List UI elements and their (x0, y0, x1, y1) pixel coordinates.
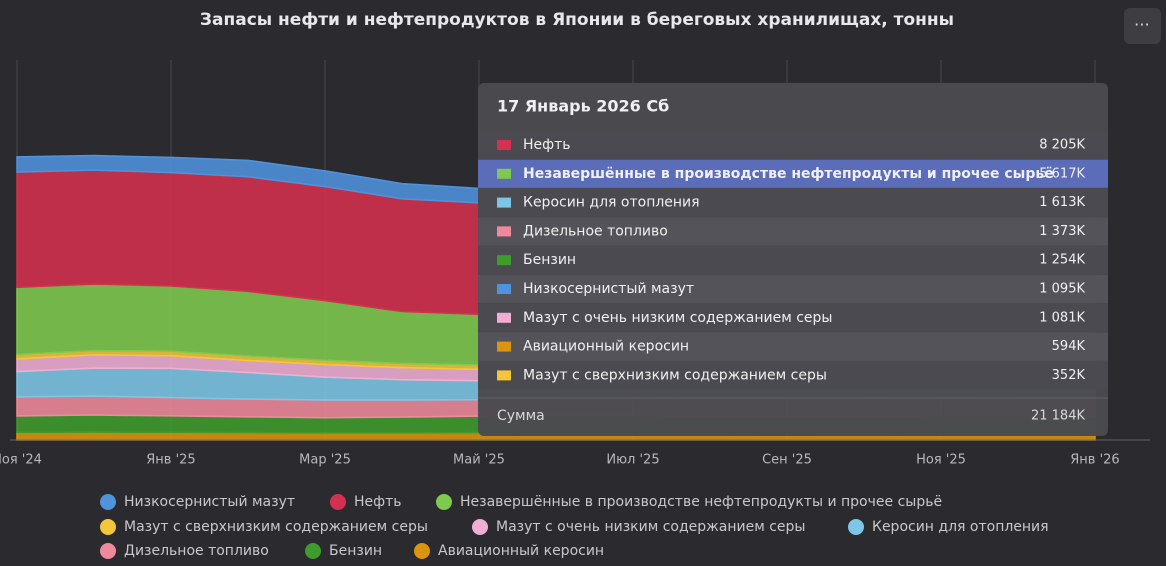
x-tick-label: Мар '25 (299, 453, 351, 468)
tooltip-value: 5 617K (1039, 166, 1085, 181)
tooltip-series-name: Нефть (523, 137, 571, 153)
legend-marker (414, 543, 430, 559)
legend-label[interactable]: Авиационный керосин (438, 543, 604, 559)
tooltip-value: 8 205K (1039, 138, 1085, 153)
tooltip-swatch (497, 140, 511, 150)
legend-label[interactable]: Дизельное топливо (124, 543, 269, 559)
x-tick-label: Ноя '25 (916, 453, 966, 468)
legend-marker (100, 494, 116, 510)
tooltip-swatch (497, 168, 511, 179)
legend-marker (100, 543, 116, 559)
tooltip-value: 1 095K (1039, 282, 1085, 297)
legend-label[interactable]: Мазут с очень низким содержанием серы (496, 519, 805, 535)
tooltip-value: 1 613K (1039, 195, 1085, 210)
legend-label[interactable]: Нефть (354, 494, 402, 510)
x-tick-label: Сен '25 (762, 453, 812, 468)
menu-button[interactable] (1124, 8, 1161, 44)
tooltip-series-name: Низкосернистый мазут (523, 281, 694, 297)
x-tick-label: Ноя '24 (0, 453, 42, 468)
tooltip-swatch (497, 226, 511, 237)
tooltip-swatch (497, 341, 511, 352)
legend-marker (330, 494, 346, 510)
x-tick-label: Май '25 (453, 453, 505, 468)
tooltip-total: 21 184K (1031, 409, 1085, 424)
legend-label[interactable]: Бензин (329, 543, 382, 559)
menu-icon[interactable]: ⋯ (1134, 15, 1150, 34)
tooltip-swatch (497, 197, 511, 208)
legend-marker (848, 519, 864, 535)
tooltip-swatch (497, 255, 511, 266)
tooltip-series-name: Керосин для отопления (523, 195, 700, 211)
tooltip-row (478, 188, 1108, 217)
chart-title: Запасы нефти и нефтепродуктов в Японии в… (200, 10, 954, 30)
tooltip-swatch (497, 370, 511, 381)
tooltip-value: 352K (1052, 368, 1086, 383)
tooltip-title: 17 Январь 2026 Сб (497, 97, 669, 116)
legend-marker (472, 519, 488, 535)
tooltip-row (478, 131, 1108, 159)
tooltip-series-name: Бензин (523, 252, 576, 268)
tooltip-series-name: Мазут с сверхнизким содержанием серы (523, 367, 827, 383)
tooltip-value: 594K (1052, 339, 1086, 354)
tooltip-row (478, 361, 1108, 390)
tooltip-row (478, 159, 1108, 188)
tooltip-series-name: Дизельное топливо (523, 223, 668, 239)
legend-marker (436, 494, 452, 510)
tooltip-row (478, 246, 1108, 275)
legend-marker (100, 519, 116, 535)
tooltip-swatch (497, 284, 511, 294)
x-tick-label: Янв '26 (1070, 453, 1119, 468)
legend-label[interactable]: Мазут с сверхнизким содержанием серы (124, 519, 428, 535)
tooltip-value: 1 081K (1039, 310, 1085, 325)
tooltip-row (478, 217, 1108, 246)
x-tick-label: Июл '25 (606, 453, 659, 468)
legend-marker (305, 543, 321, 559)
tooltip-series-name: Авиационный керосин (523, 339, 689, 355)
tooltip-row (478, 332, 1108, 361)
tooltip-total-label: Сумма (497, 408, 545, 424)
tooltip-row (478, 275, 1108, 303)
tooltip-value: 1 373K (1039, 224, 1085, 239)
legend-label[interactable]: Керосин для отопления (872, 519, 1049, 535)
tooltip-series-name: Мазут с очень низким содержанием серы (523, 310, 832, 326)
tooltip-value: 1 254K (1039, 253, 1085, 268)
tooltip-series-name: Незавершённые в производстве нефтепродук… (523, 166, 1054, 182)
tooltip-swatch (497, 312, 511, 323)
x-tick-label: Янв '25 (146, 453, 195, 468)
legend-label[interactable]: Низкосернистый мазут (124, 494, 295, 510)
tooltip-row (478, 303, 1108, 332)
legend-label[interactable]: Незавершённые в производстве нефтепродук… (460, 494, 942, 510)
